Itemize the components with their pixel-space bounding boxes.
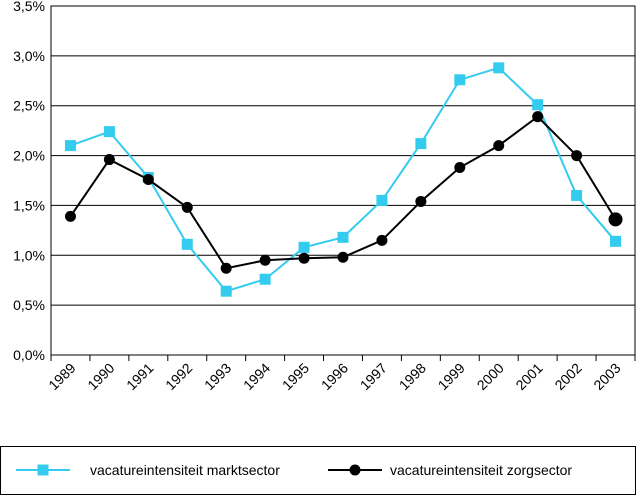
x-tick-label: 1992 xyxy=(162,360,195,393)
x-axis: 1989 1990 1991 1992 1993 1994 1995 1996 1997 1998… xyxy=(45,355,636,393)
y-tick-label: 2,0% xyxy=(13,148,45,164)
data-point xyxy=(571,189,583,201)
series-line xyxy=(69,115,617,270)
data-point xyxy=(64,210,76,222)
data-point xyxy=(298,241,310,253)
data-point xyxy=(376,194,388,206)
x-tick-label: 1993 xyxy=(201,360,234,393)
data-point xyxy=(608,212,623,227)
data-point xyxy=(532,111,544,123)
x-tick-label: 1989 xyxy=(45,360,78,393)
data-point xyxy=(571,150,583,162)
data-point xyxy=(454,74,466,86)
x-tick-label: 1998 xyxy=(396,360,429,393)
data-point xyxy=(103,126,115,138)
data-point xyxy=(142,174,154,186)
legend-marker xyxy=(37,464,49,476)
y-tick-label: 3,5% xyxy=(13,0,45,14)
x-tick-label: 2000 xyxy=(474,360,507,393)
data-point xyxy=(532,99,544,111)
y-axis: 0,0% 0,5% 1,0% 1,5% 2,0% 2,5% 3,0% 3,5% xyxy=(13,0,45,363)
y-tick-label: 1,5% xyxy=(13,197,45,213)
data-point xyxy=(259,273,271,285)
data-point xyxy=(298,252,310,264)
x-tick-label: 2001 xyxy=(512,360,545,393)
series-zorgsector xyxy=(64,111,623,274)
y-tick-label: 3,0% xyxy=(13,48,45,64)
x-tick-label: 1990 xyxy=(84,360,117,393)
data-point xyxy=(220,285,232,297)
series-marktsector xyxy=(64,62,622,297)
data-point xyxy=(376,234,388,246)
legend-item: vacatureintensiteit marktsector xyxy=(16,462,280,478)
x-tick-label: 2003 xyxy=(590,360,623,393)
legend-item: vacatureintensiteit zorgsector xyxy=(328,462,572,478)
legend: vacatureintensiteit marktsector vacaturei… xyxy=(0,446,636,495)
data-point xyxy=(181,201,193,213)
legend-label: vacatureintensiteit zorgsector xyxy=(390,462,572,478)
grid-lines xyxy=(51,5,635,356)
data-point xyxy=(337,231,349,243)
data-point xyxy=(454,162,466,174)
y-tick-label: 0,0% xyxy=(13,347,45,363)
data-point xyxy=(415,138,427,150)
data-point xyxy=(64,140,76,152)
data-point xyxy=(259,254,271,266)
x-tick-label: 1994 xyxy=(240,360,273,393)
x-tick-label: 1991 xyxy=(123,360,156,393)
data-point xyxy=(493,140,505,152)
data-point xyxy=(610,235,622,247)
series-layer xyxy=(64,62,623,297)
legend-label: vacatureintensiteit marktsector xyxy=(90,462,280,478)
x-tick-label: 1995 xyxy=(279,360,312,393)
x-tick-label: 1997 xyxy=(357,360,390,393)
legend-marker xyxy=(349,464,361,476)
plot-area xyxy=(50,5,636,356)
data-point xyxy=(103,154,115,166)
data-point xyxy=(337,251,349,263)
x-tick-label: 1996 xyxy=(318,360,351,393)
data-point xyxy=(415,195,427,207)
x-tick-label: 2002 xyxy=(551,360,584,393)
x-tick-label: 1999 xyxy=(435,360,468,393)
data-point xyxy=(493,62,505,74)
y-tick-label: 1,0% xyxy=(13,247,45,263)
data-point xyxy=(220,262,232,274)
data-point xyxy=(181,238,193,250)
y-tick-label: 2,5% xyxy=(13,98,45,114)
y-tick-label: 0,5% xyxy=(13,297,45,313)
